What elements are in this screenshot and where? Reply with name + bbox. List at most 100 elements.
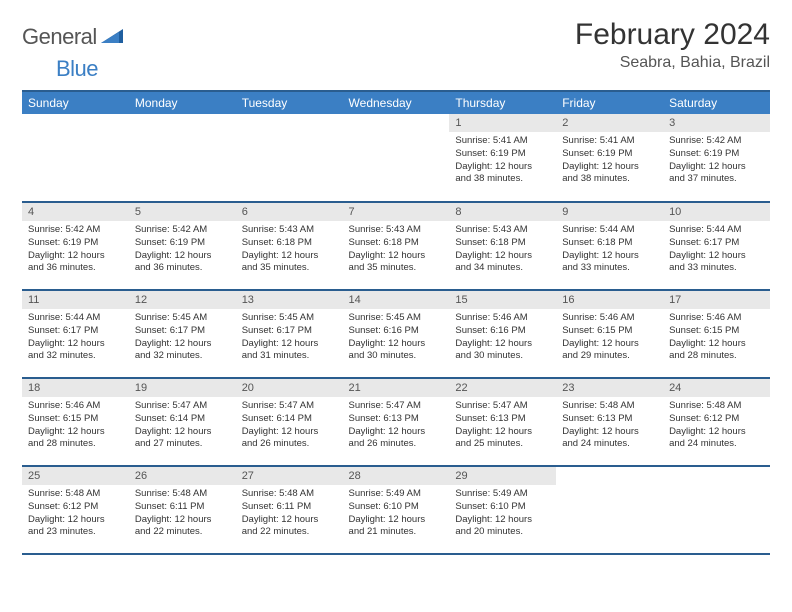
day-details: Sunrise: 5:41 AMSunset: 6:19 PMDaylight:… — [449, 132, 556, 190]
day-details: Sunrise: 5:46 AMSunset: 6:15 PMDaylight:… — [22, 397, 129, 455]
weekday-header-row: Sunday Monday Tuesday Wednesday Thursday… — [22, 91, 770, 114]
day-number: 26 — [129, 467, 236, 485]
day-details: Sunrise: 5:47 AMSunset: 6:14 PMDaylight:… — [129, 397, 236, 455]
day-cell: 7Sunrise: 5:43 AMSunset: 6:18 PMDaylight… — [343, 202, 450, 290]
calendar-row: 11Sunrise: 5:44 AMSunset: 6:17 PMDayligh… — [22, 290, 770, 378]
day-cell: 27Sunrise: 5:48 AMSunset: 6:11 PMDayligh… — [236, 466, 343, 554]
day-details: Sunrise: 5:45 AMSunset: 6:17 PMDaylight:… — [129, 309, 236, 367]
logo-triangle-icon — [101, 27, 123, 48]
day-details: Sunrise: 5:45 AMSunset: 6:17 PMDaylight:… — [236, 309, 343, 367]
day-details: Sunrise: 5:48 AMSunset: 6:11 PMDaylight:… — [236, 485, 343, 543]
day-number: 27 — [236, 467, 343, 485]
day-number: 25 — [22, 467, 129, 485]
logo-text-blue: Blue — [56, 56, 98, 81]
logo-text-general: General — [22, 24, 97, 50]
day-number: 2 — [556, 114, 663, 132]
day-number: 18 — [22, 379, 129, 397]
day-details: Sunrise: 5:44 AMSunset: 6:17 PMDaylight:… — [663, 221, 770, 279]
day-number: 28 — [343, 467, 450, 485]
day-cell — [129, 114, 236, 202]
day-details: Sunrise: 5:48 AMSunset: 6:12 PMDaylight:… — [22, 485, 129, 543]
calendar-row: 1Sunrise: 5:41 AMSunset: 6:19 PMDaylight… — [22, 114, 770, 202]
day-details: Sunrise: 5:44 AMSunset: 6:18 PMDaylight:… — [556, 221, 663, 279]
day-number: 3 — [663, 114, 770, 132]
day-number: 14 — [343, 291, 450, 309]
day-details: Sunrise: 5:43 AMSunset: 6:18 PMDaylight:… — [236, 221, 343, 279]
day-number: 19 — [129, 379, 236, 397]
day-cell: 21Sunrise: 5:47 AMSunset: 6:13 PMDayligh… — [343, 378, 450, 466]
calendar-row: 4Sunrise: 5:42 AMSunset: 6:19 PMDaylight… — [22, 202, 770, 290]
calendar-body: 1Sunrise: 5:41 AMSunset: 6:19 PMDaylight… — [22, 114, 770, 554]
day-cell: 18Sunrise: 5:46 AMSunset: 6:15 PMDayligh… — [22, 378, 129, 466]
day-details: Sunrise: 5:42 AMSunset: 6:19 PMDaylight:… — [129, 221, 236, 279]
day-cell: 19Sunrise: 5:47 AMSunset: 6:14 PMDayligh… — [129, 378, 236, 466]
day-number: 13 — [236, 291, 343, 309]
day-details: Sunrise: 5:48 AMSunset: 6:13 PMDaylight:… — [556, 397, 663, 455]
day-details: Sunrise: 5:45 AMSunset: 6:16 PMDaylight:… — [343, 309, 450, 367]
day-details: Sunrise: 5:44 AMSunset: 6:17 PMDaylight:… — [22, 309, 129, 367]
day-cell: 8Sunrise: 5:43 AMSunset: 6:18 PMDaylight… — [449, 202, 556, 290]
weekday-header: Saturday — [663, 91, 770, 114]
day-cell: 5Sunrise: 5:42 AMSunset: 6:19 PMDaylight… — [129, 202, 236, 290]
day-number: 23 — [556, 379, 663, 397]
day-number: 4 — [22, 203, 129, 221]
day-number: 7 — [343, 203, 450, 221]
day-cell: 17Sunrise: 5:46 AMSunset: 6:15 PMDayligh… — [663, 290, 770, 378]
day-number: 11 — [22, 291, 129, 309]
day-cell: 10Sunrise: 5:44 AMSunset: 6:17 PMDayligh… — [663, 202, 770, 290]
day-number: 6 — [236, 203, 343, 221]
day-details: Sunrise: 5:43 AMSunset: 6:18 PMDaylight:… — [449, 221, 556, 279]
day-details: Sunrise: 5:42 AMSunset: 6:19 PMDaylight:… — [663, 132, 770, 190]
day-cell: 25Sunrise: 5:48 AMSunset: 6:12 PMDayligh… — [22, 466, 129, 554]
day-number: 16 — [556, 291, 663, 309]
day-cell — [663, 466, 770, 554]
day-cell: 4Sunrise: 5:42 AMSunset: 6:19 PMDaylight… — [22, 202, 129, 290]
day-cell — [22, 114, 129, 202]
weekday-header: Thursday — [449, 91, 556, 114]
day-cell — [343, 114, 450, 202]
day-number: 1 — [449, 114, 556, 132]
day-cell: 23Sunrise: 5:48 AMSunset: 6:13 PMDayligh… — [556, 378, 663, 466]
day-number: 20 — [236, 379, 343, 397]
day-cell — [556, 466, 663, 554]
day-details: Sunrise: 5:41 AMSunset: 6:19 PMDaylight:… — [556, 132, 663, 190]
day-cell: 1Sunrise: 5:41 AMSunset: 6:19 PMDaylight… — [449, 114, 556, 202]
day-number: 15 — [449, 291, 556, 309]
weekday-header: Monday — [129, 91, 236, 114]
day-number: 24 — [663, 379, 770, 397]
day-number: 17 — [663, 291, 770, 309]
day-cell: 12Sunrise: 5:45 AMSunset: 6:17 PMDayligh… — [129, 290, 236, 378]
day-details: Sunrise: 5:46 AMSunset: 6:16 PMDaylight:… — [449, 309, 556, 367]
day-cell: 26Sunrise: 5:48 AMSunset: 6:11 PMDayligh… — [129, 466, 236, 554]
day-cell: 22Sunrise: 5:47 AMSunset: 6:13 PMDayligh… — [449, 378, 556, 466]
day-details: Sunrise: 5:49 AMSunset: 6:10 PMDaylight:… — [343, 485, 450, 543]
weekday-header: Wednesday — [343, 91, 450, 114]
day-cell: 11Sunrise: 5:44 AMSunset: 6:17 PMDayligh… — [22, 290, 129, 378]
day-cell: 3Sunrise: 5:42 AMSunset: 6:19 PMDaylight… — [663, 114, 770, 202]
day-cell: 24Sunrise: 5:48 AMSunset: 6:12 PMDayligh… — [663, 378, 770, 466]
day-cell: 28Sunrise: 5:49 AMSunset: 6:10 PMDayligh… — [343, 466, 450, 554]
day-cell: 20Sunrise: 5:47 AMSunset: 6:14 PMDayligh… — [236, 378, 343, 466]
day-number: 5 — [129, 203, 236, 221]
logo: General — [22, 18, 125, 50]
day-cell: 6Sunrise: 5:43 AMSunset: 6:18 PMDaylight… — [236, 202, 343, 290]
day-details: Sunrise: 5:47 AMSunset: 6:14 PMDaylight:… — [236, 397, 343, 455]
day-details: Sunrise: 5:43 AMSunset: 6:18 PMDaylight:… — [343, 221, 450, 279]
day-details: Sunrise: 5:48 AMSunset: 6:11 PMDaylight:… — [129, 485, 236, 543]
weekday-header: Tuesday — [236, 91, 343, 114]
day-cell — [236, 114, 343, 202]
calendar-row: 25Sunrise: 5:48 AMSunset: 6:12 PMDayligh… — [22, 466, 770, 554]
day-cell: 16Sunrise: 5:46 AMSunset: 6:15 PMDayligh… — [556, 290, 663, 378]
day-cell: 14Sunrise: 5:45 AMSunset: 6:16 PMDayligh… — [343, 290, 450, 378]
day-details: Sunrise: 5:47 AMSunset: 6:13 PMDaylight:… — [343, 397, 450, 455]
day-number: 8 — [449, 203, 556, 221]
calendar-table: Sunday Monday Tuesday Wednesday Thursday… — [22, 90, 770, 555]
day-details: Sunrise: 5:42 AMSunset: 6:19 PMDaylight:… — [22, 221, 129, 279]
day-details: Sunrise: 5:47 AMSunset: 6:13 PMDaylight:… — [449, 397, 556, 455]
day-cell: 15Sunrise: 5:46 AMSunset: 6:16 PMDayligh… — [449, 290, 556, 378]
day-details: Sunrise: 5:46 AMSunset: 6:15 PMDaylight:… — [663, 309, 770, 367]
day-number: 12 — [129, 291, 236, 309]
calendar-row: 18Sunrise: 5:46 AMSunset: 6:15 PMDayligh… — [22, 378, 770, 466]
day-details: Sunrise: 5:46 AMSunset: 6:15 PMDaylight:… — [556, 309, 663, 367]
day-number: 10 — [663, 203, 770, 221]
